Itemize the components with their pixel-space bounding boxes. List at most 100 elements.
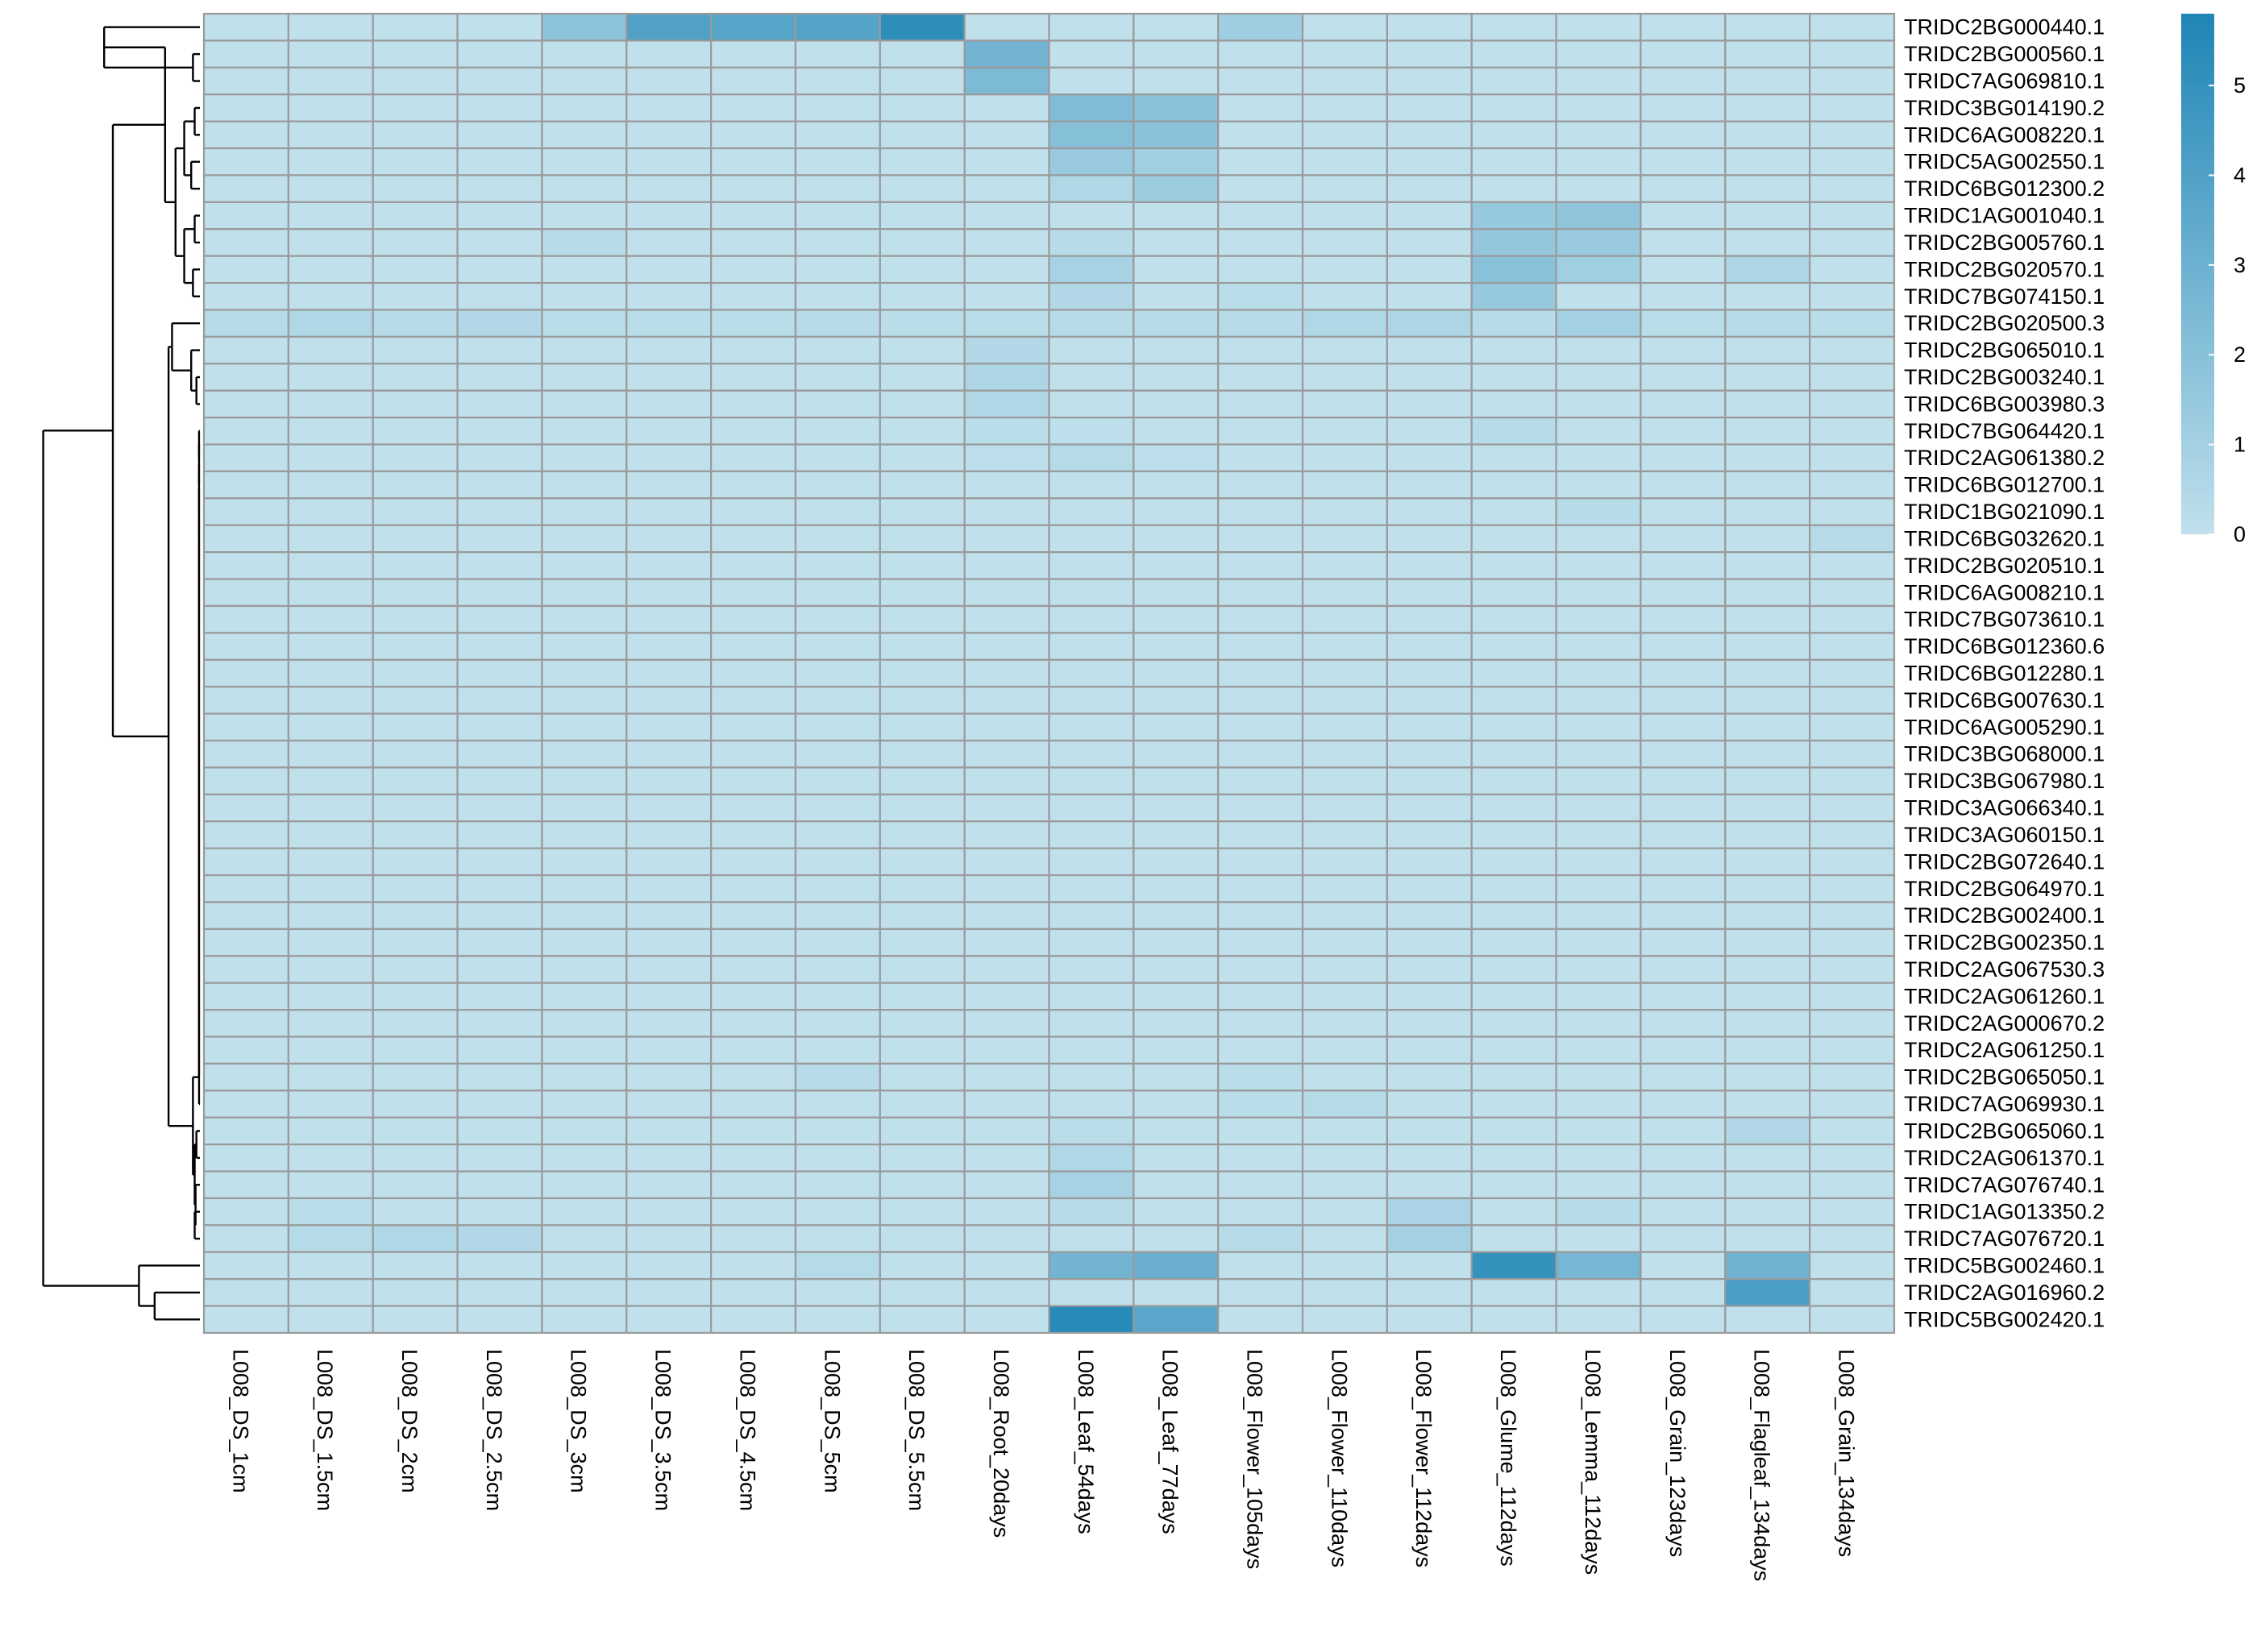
heatmap-cell bbox=[1301, 874, 1389, 903]
heatmap-cell bbox=[202, 604, 289, 634]
heatmap-cell bbox=[202, 712, 289, 742]
heatmap-cell bbox=[1724, 389, 1811, 419]
heatmap-cell bbox=[1724, 928, 1811, 957]
heatmap-cell bbox=[1809, 766, 1896, 795]
row-label: TRIDC2BG020500.3 bbox=[1904, 311, 2105, 335]
heatmap-cell bbox=[287, 66, 374, 96]
heatmap-cell bbox=[1301, 417, 1389, 446]
heatmap-cell bbox=[1809, 1224, 1896, 1253]
heatmap-cell bbox=[709, 874, 797, 903]
heatmap-cell bbox=[1386, 309, 1473, 338]
heatmap-cell bbox=[879, 632, 966, 661]
row-label: TRIDC2BG020570.1 bbox=[1904, 257, 2105, 281]
heatmap-cell bbox=[1640, 793, 1727, 823]
heatmap-cell bbox=[794, 1170, 881, 1200]
heatmap-cell bbox=[794, 389, 881, 419]
column-label: L008_DS_4.5cm bbox=[735, 1349, 759, 1511]
heatmap-cell bbox=[456, 1144, 543, 1173]
heatmap-cell bbox=[1386, 335, 1473, 365]
heatmap-cell bbox=[456, 255, 543, 284]
heatmap-cell bbox=[287, 928, 374, 957]
heatmap-cell bbox=[287, 982, 374, 1011]
heatmap-cell bbox=[1048, 1009, 1135, 1038]
heatmap-cell bbox=[963, 712, 1050, 742]
heatmap-cell bbox=[963, 470, 1050, 500]
heatmap-cell bbox=[1555, 604, 1642, 634]
heatmap-cell bbox=[626, 686, 713, 715]
heatmap-cell bbox=[794, 147, 881, 176]
row-label: TRIDC7AG076740.1 bbox=[1904, 1173, 2105, 1197]
heatmap-cell bbox=[541, 632, 628, 661]
heatmap-cell bbox=[626, 1116, 713, 1146]
heatmap-cell bbox=[1133, 686, 1220, 715]
heatmap-cell bbox=[1386, 497, 1473, 526]
heatmap-cell bbox=[1301, 604, 1389, 634]
heatmap-cell bbox=[1555, 255, 1642, 284]
heatmap-cell bbox=[1048, 1170, 1135, 1200]
heatmap-cell bbox=[794, 604, 881, 634]
heatmap-cell bbox=[1133, 1305, 1220, 1334]
heatmap-cell bbox=[541, 255, 628, 284]
heatmap-cell bbox=[1217, 228, 1304, 257]
heatmap-cell bbox=[1133, 1278, 1220, 1307]
heatmap-cell bbox=[1724, 1197, 1811, 1227]
heatmap-cell bbox=[1301, 955, 1389, 984]
heatmap-cell bbox=[1470, 1144, 1557, 1173]
heatmap-cell bbox=[1301, 309, 1389, 338]
heatmap-cell bbox=[626, 524, 713, 554]
heatmap-cell bbox=[1133, 281, 1220, 311]
heatmap-cell bbox=[1048, 1224, 1135, 1253]
heatmap-cell bbox=[879, 1278, 966, 1307]
row-label: TRIDC2BG005760.1 bbox=[1904, 230, 2105, 255]
heatmap-cell bbox=[202, 335, 289, 365]
heatmap-cell bbox=[1809, 712, 1896, 742]
heatmap-cell bbox=[1470, 739, 1557, 769]
heatmap-cell bbox=[1301, 793, 1389, 823]
heatmap-cell bbox=[202, 551, 289, 580]
heatmap-cell bbox=[879, 309, 966, 338]
heatmap-cell bbox=[1809, 1116, 1896, 1146]
color-legend-tick-label: 1 bbox=[2234, 433, 2246, 457]
heatmap-cell bbox=[1724, 1116, 1811, 1146]
heatmap-cell bbox=[879, 551, 966, 580]
heatmap-cell bbox=[1048, 66, 1135, 96]
heatmap-cell bbox=[456, 1062, 543, 1092]
heatmap-cell bbox=[1386, 874, 1473, 903]
heatmap-cell bbox=[202, 147, 289, 176]
heatmap-cell bbox=[963, 874, 1050, 903]
heatmap-cell bbox=[794, 1062, 881, 1092]
heatmap-cell bbox=[372, 1170, 459, 1200]
row-label: TRIDC2BG065060.1 bbox=[1904, 1119, 2105, 1143]
heatmap-cell bbox=[794, 363, 881, 392]
heatmap-cell bbox=[794, 982, 881, 1011]
heatmap-cell bbox=[1555, 443, 1642, 473]
heatmap-cell bbox=[1301, 66, 1389, 96]
column-label: L008_DS_2.5cm bbox=[482, 1349, 506, 1511]
heatmap-cell bbox=[1640, 147, 1727, 176]
row-label: TRIDC6BG012360.6 bbox=[1904, 634, 2105, 658]
heatmap-cell bbox=[963, 1197, 1050, 1227]
heatmap-cell bbox=[1809, 1144, 1896, 1173]
heatmap-cell bbox=[1217, 578, 1304, 608]
heatmap-cell bbox=[1724, 847, 1811, 877]
heatmap-cell bbox=[1724, 174, 1811, 203]
heatmap-cell bbox=[456, 12, 543, 42]
heatmap-cell bbox=[287, 1251, 374, 1281]
row-label: TRIDC3AG060150.1 bbox=[1904, 823, 2105, 847]
heatmap-cell bbox=[1470, 982, 1557, 1011]
heatmap-cell bbox=[456, 739, 543, 769]
row-label: TRIDC2BG002350.1 bbox=[1904, 931, 2105, 955]
heatmap-cell bbox=[1048, 712, 1135, 742]
heatmap-cell bbox=[963, 1090, 1050, 1119]
heatmap-cell bbox=[456, 766, 543, 795]
heatmap-cell bbox=[879, 901, 966, 930]
heatmap-cell bbox=[709, 228, 797, 257]
heatmap-cell bbox=[1809, 443, 1896, 473]
row-label: TRIDC2BG000440.1 bbox=[1904, 15, 2105, 39]
heatmap-cell bbox=[1048, 739, 1135, 769]
column-label: L008_Flower_110days bbox=[1327, 1349, 1351, 1567]
heatmap-cell bbox=[1470, 928, 1557, 957]
heatmap-cell bbox=[794, 524, 881, 554]
heatmap-cell bbox=[287, 632, 374, 661]
heatmap-cell bbox=[1809, 470, 1896, 500]
